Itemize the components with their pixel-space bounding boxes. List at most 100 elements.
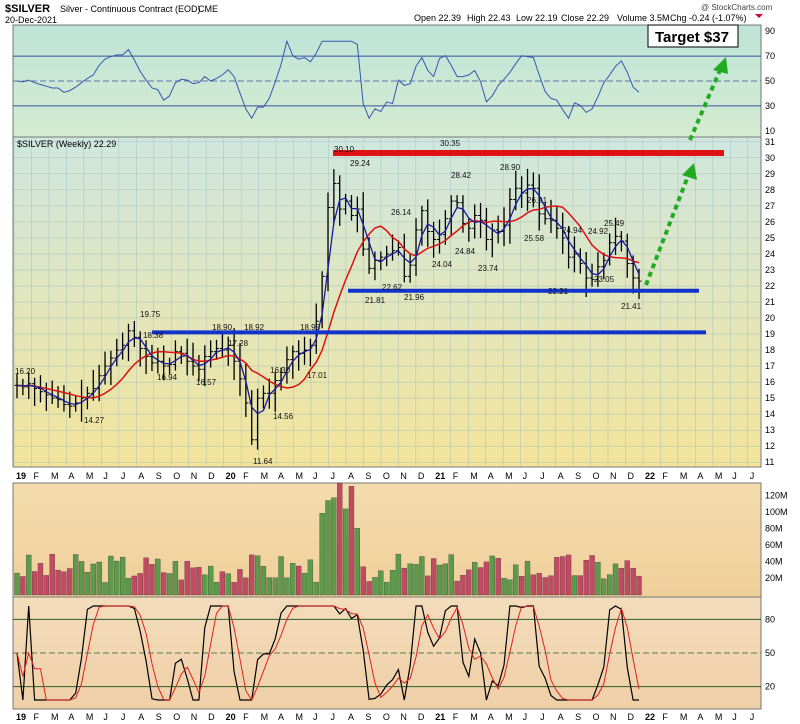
x-tick-label: J xyxy=(523,712,528,722)
x-tick-label: M xyxy=(261,471,269,481)
x-tick-label: M xyxy=(86,471,94,481)
volume-bar xyxy=(624,560,630,596)
price-annotation-label: 14.27 xyxy=(84,416,105,425)
price-tick-label: 19 xyxy=(765,329,775,339)
description-label: Silver - Continuous Contract (EOD) xyxy=(60,4,201,14)
x-tick-label: D xyxy=(627,471,634,481)
volume-bar xyxy=(489,555,495,596)
volume-bar xyxy=(460,575,466,596)
volume-bar xyxy=(231,582,237,596)
volume-bar xyxy=(290,563,296,596)
volume-tick-label: 60M xyxy=(765,540,783,550)
fast-moving-average xyxy=(16,188,640,415)
x-tick-label: D xyxy=(208,712,215,722)
volume-bar xyxy=(20,576,26,596)
volume-bar xyxy=(190,567,196,596)
x-tick-label: O xyxy=(593,471,600,481)
volume-bar xyxy=(249,554,255,596)
date-label: 20-Dec-2021 xyxy=(5,15,57,25)
x-tick-label: J xyxy=(121,471,126,481)
price-annotation-label: 14.56 xyxy=(273,412,294,421)
volume-bar xyxy=(530,574,537,596)
x-tick-label: 21 xyxy=(435,712,445,722)
volume-bar xyxy=(607,574,613,596)
price-tick-label: 13 xyxy=(765,425,775,435)
ohlc-open: Open 22.39 xyxy=(414,13,461,23)
volume-bar xyxy=(202,574,208,596)
x-tick-label: N xyxy=(400,712,407,722)
ohlc-volume: Volume 3.5M xyxy=(617,13,670,23)
volume-bar xyxy=(372,577,378,596)
volume-bar xyxy=(560,556,566,596)
volume-bar xyxy=(436,564,443,596)
volume-bar xyxy=(84,571,91,596)
price-annotation-label: 26.14 xyxy=(391,208,412,217)
x-tick-label: M xyxy=(470,712,478,722)
x-tick-label: A xyxy=(488,471,494,481)
price-tick-label: 27 xyxy=(765,201,775,211)
rsi-tick-label: 30 xyxy=(765,101,775,111)
x-tick-label: A xyxy=(278,712,284,722)
price-annotation-label: 17.01 xyxy=(307,371,328,380)
price-tick-label: 14 xyxy=(765,409,775,419)
x-tick-label: J xyxy=(313,712,318,722)
volume-bar xyxy=(178,579,184,596)
volume-bar xyxy=(542,577,548,596)
volume-bar xyxy=(583,559,589,596)
volume-bar xyxy=(67,568,73,596)
target-arrow-upper xyxy=(688,69,722,141)
volume-bar xyxy=(389,570,396,596)
volume-bar xyxy=(513,564,519,596)
x-tick-label: A xyxy=(558,712,564,722)
volume-bar xyxy=(589,555,595,596)
volume-bar xyxy=(78,561,85,596)
x-tick-label: D xyxy=(418,471,425,481)
x-tick-label: M xyxy=(51,471,59,481)
ohlc-close: Close 22.29 xyxy=(561,13,609,23)
volume-bar xyxy=(301,572,308,596)
volume-bar xyxy=(266,577,272,596)
price-annotation-label: 21.41 xyxy=(621,302,642,311)
volume-bar xyxy=(571,575,578,596)
volume-bar xyxy=(430,558,437,596)
price-annotation-label: 22.21 xyxy=(548,287,569,296)
volume-bar xyxy=(378,570,384,596)
stoch-tick-label: 20 xyxy=(765,682,775,692)
x-tick-label: F xyxy=(662,712,668,722)
volume-bar xyxy=(337,482,343,596)
x-tick-label: F xyxy=(453,712,459,722)
price-tick-label: 25 xyxy=(765,233,775,243)
x-tick-label: F xyxy=(243,471,249,481)
volume-bar xyxy=(548,575,554,596)
x-tick-label: 22 xyxy=(645,712,655,722)
x-tick-label: J xyxy=(121,712,126,722)
volume-bar xyxy=(407,563,413,596)
x-tick-label: S xyxy=(575,471,581,481)
price-annotation-label: 21.81 xyxy=(365,296,386,305)
price-annotation-label: 23.74 xyxy=(478,264,499,273)
volume-bar xyxy=(196,567,202,596)
volume-bar xyxy=(225,573,231,596)
rsi-line xyxy=(16,39,640,120)
volume-bar xyxy=(442,563,449,596)
x-tick-label: O xyxy=(173,471,180,481)
volume-bar xyxy=(425,575,431,596)
price-annotation-label: 30.35 xyxy=(440,139,461,148)
x-tick-label: A xyxy=(138,471,144,481)
x-tick-label: M xyxy=(51,712,59,722)
axis-labels: 1919FFMMAAMMJJJJAASSOONNDD2020FFMMAAMMJJ… xyxy=(16,26,788,722)
x-tick-label: N xyxy=(610,712,617,722)
volume-bar xyxy=(108,555,114,596)
volume-bar xyxy=(395,553,402,596)
x-tick-label: A xyxy=(697,471,703,481)
price-annotation-label: 28.90 xyxy=(500,163,521,172)
price-annotation-label: 17.28 xyxy=(228,339,249,348)
volume-bar xyxy=(219,571,226,596)
x-tick-label: M xyxy=(296,471,304,481)
volume-bar xyxy=(143,557,149,596)
volume-bar xyxy=(172,561,179,596)
x-tick-label: M xyxy=(505,471,512,481)
volume-bar xyxy=(454,580,460,596)
volume-bar xyxy=(348,486,355,596)
